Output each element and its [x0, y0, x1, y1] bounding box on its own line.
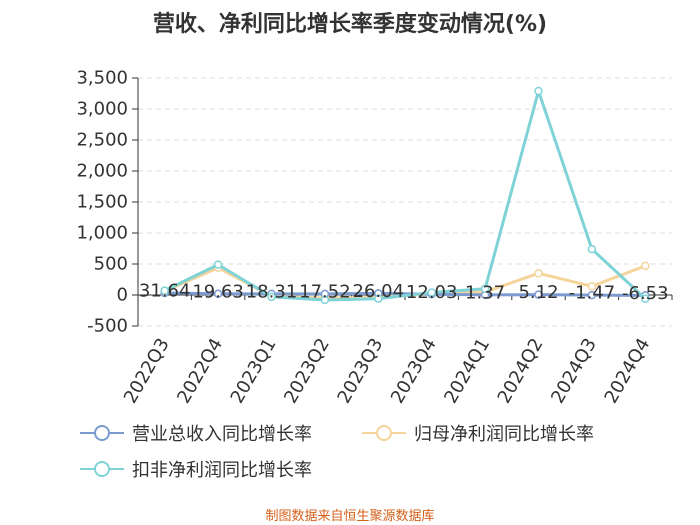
y-tick-label: 3,000	[76, 99, 128, 120]
legend-net-profit-label: 归母净利润同比增长率	[414, 424, 594, 445]
legend-net-profit[interactable]: 归母净利润同比增长率	[362, 421, 594, 445]
revenue-data-label: 12.03	[406, 282, 458, 303]
deducted-net-profit-point	[641, 294, 650, 303]
x-tick-label: 2023Q3	[333, 335, 387, 407]
y-tick-label: 0	[117, 285, 128, 306]
data-source-note: 制图数据来自恒生聚源数据库	[265, 509, 435, 524]
legend-revenue[interactable]: 营业总收入同比增长率	[80, 421, 312, 445]
y-tick-label: 2,000	[76, 161, 128, 182]
series-lines	[160, 86, 650, 305]
deducted-net-profit-point	[213, 260, 223, 269]
y-tick-label: 1,000	[76, 223, 128, 244]
y-tick-label: -500	[87, 316, 128, 337]
x-tick-label: 2024Q1	[440, 335, 494, 407]
net-profit-point	[534, 269, 543, 278]
legend-net-profit-icon	[362, 425, 406, 441]
deducted-net-profit-point	[160, 286, 169, 295]
revenue-data-label: 31.64	[139, 281, 191, 302]
deducted-net-profit-point	[427, 288, 436, 297]
x-tick-label: 2023Q4	[387, 335, 441, 407]
legend-deducted-net-profit[interactable]: 扣非净利润同比增长率	[80, 457, 312, 481]
revenue-data-label: 18.31	[246, 281, 298, 302]
y-tick-label: 2,500	[76, 130, 128, 151]
deducted-net-profit-point	[320, 295, 330, 305]
x-tick-label: 2023Q2	[280, 335, 334, 407]
revenue-point	[587, 290, 597, 300]
legend-deducted-net-profit-icon	[80, 461, 124, 477]
axes: -500 0 500 1,000 1,500 2,000 2,500 3,000 3,500 20…	[76, 68, 673, 407]
revenue-data-label: -6.53	[622, 283, 669, 304]
legend-revenue-icon	[80, 425, 124, 441]
revenue-data-label: 5.12	[518, 282, 558, 303]
revenue-data-label: 1.37	[465, 282, 505, 303]
revenue-point	[213, 289, 223, 299]
net-profit-point	[641, 261, 650, 271]
x-tick-label: 2024Q2	[494, 335, 548, 407]
revenue-data-label: -1.47	[569, 283, 616, 304]
y-tick-label: 1,500	[76, 192, 128, 213]
legend-deducted-net-profit-label: 扣非净利润同比增长率	[132, 460, 312, 481]
x-tick-label: 2023Q1	[227, 335, 281, 407]
x-tick-label: 2022Q3	[120, 335, 174, 407]
deducted-net-profit-point	[480, 284, 490, 294]
revenue-data-label: 19.63	[192, 281, 244, 302]
x-tick-label: 2024Q4	[600, 335, 654, 407]
legend-revenue-label: 营业总收入同比增长率	[132, 424, 312, 445]
revenue-data-label: 17.52	[299, 281, 351, 302]
y-tick-label: 500	[94, 254, 128, 275]
y-tick-label: 3,500	[76, 68, 128, 89]
revenue-point	[534, 290, 543, 299]
deducted-net-profit-point	[587, 244, 597, 254]
data-labels: 31.64 19.63 18.31 17.52 26.04 12.03 1.37 5.12 -1…	[139, 281, 669, 304]
net-profit-point	[587, 282, 597, 291]
deducted-net-profit-point	[374, 294, 383, 303]
revenue-line	[164, 291, 646, 297]
deducted-net-profit-line	[164, 89, 647, 302]
x-tick-label: 2024Q3	[547, 335, 601, 407]
deducted-net-profit-point	[267, 292, 276, 302]
x-tick-label: 2022Q4	[173, 335, 227, 407]
revenue-data-label: 26.04	[353, 281, 405, 302]
chart-title: 营收、净利同比增长率季度变动情况(%)	[152, 12, 548, 37]
deducted-net-profit-point	[534, 86, 543, 96]
